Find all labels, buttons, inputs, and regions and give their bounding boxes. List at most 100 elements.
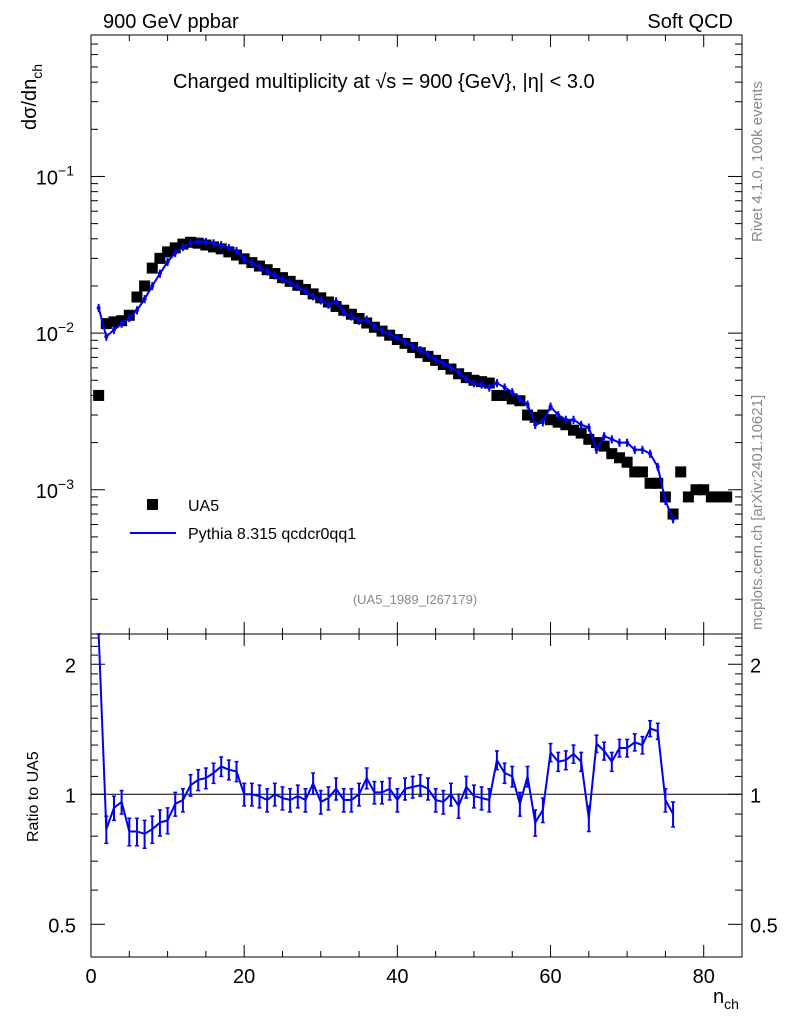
main-data-layer — [93, 236, 733, 524]
mc-point-pythia — [234, 248, 239, 253]
data-point-ua5 — [529, 411, 541, 423]
legend-label-ua5: UA5 — [188, 498, 219, 515]
data-point-ua5 — [598, 440, 610, 452]
mc-point-pythia — [663, 498, 668, 503]
data-point-ua5 — [682, 491, 694, 503]
mc-point-pythia — [395, 336, 400, 341]
mc-point-pythia — [280, 277, 285, 282]
y-tick-label-ratio-right: 0.5 — [750, 915, 778, 937]
mc-point-pythia — [341, 310, 346, 315]
data-point-ua5 — [644, 477, 656, 489]
x-tick-label: 0 — [85, 966, 96, 988]
data-point-ua5 — [675, 466, 687, 478]
y-tick-label-ratio-right: 1 — [750, 785, 761, 807]
mc-point-pythia — [150, 283, 155, 288]
mc-point-pythia — [265, 269, 270, 274]
mc-point-pythia — [157, 271, 162, 276]
mc-point-pythia — [433, 357, 438, 362]
data-point-ua5 — [606, 448, 618, 460]
mc-point-pythia — [448, 365, 453, 370]
data-point-ua5 — [590, 437, 602, 449]
mc-point-pythia — [464, 376, 469, 381]
data-point-ua5 — [713, 491, 725, 503]
data-point-ua5 — [652, 477, 664, 489]
mc-point-pythia — [318, 298, 323, 303]
mc-point-pythia — [625, 440, 630, 445]
data-point-ua5 — [721, 491, 733, 503]
mc-point-pythia — [548, 404, 553, 409]
data-point-ua5 — [93, 389, 105, 401]
y-tick-label-exponent: −1 — [58, 162, 74, 178]
mc-point-pythia — [410, 344, 415, 349]
mcplots-label: mcplots.cern.ch [arXiv:2401.10621] — [749, 395, 766, 630]
mc-point-pythia — [303, 288, 308, 293]
mc-point-pythia — [196, 239, 201, 244]
legend-marker-ua5 — [147, 499, 158, 510]
mc-point-pythia — [96, 305, 101, 310]
mc-point-pythia — [311, 294, 316, 299]
data-point-ua5 — [139, 280, 151, 292]
rivet-version-label: Rivet 4.1.0, 100k events — [749, 81, 766, 242]
mc-point-pythia — [349, 314, 354, 319]
mc-point-pythia — [203, 239, 208, 244]
mc-point-pythia — [226, 245, 231, 250]
mc-point-pythia — [288, 280, 293, 285]
mc-point-pythia — [142, 297, 147, 302]
mc-point-pythia — [648, 451, 653, 456]
data-point-ua5 — [698, 484, 710, 496]
x-tick-label: 80 — [693, 966, 715, 988]
mc-point-pythia — [563, 417, 568, 422]
y-tick-label-main: 10−2 — [36, 319, 74, 346]
mc-point-pythia — [579, 422, 584, 427]
mc-point-pythia — [387, 332, 392, 337]
mc-point-pythia — [173, 250, 178, 255]
mc-point-pythia — [494, 381, 499, 386]
data-point-ua5 — [162, 246, 174, 258]
chart-title-rest: s = 900 {GeV}, |η| < 3.0 — [386, 71, 594, 93]
mc-point-pythia — [272, 273, 277, 278]
data-point-ua5 — [522, 409, 534, 421]
chart-title-sqrt: √ — [375, 71, 386, 93]
data-point-ua5 — [154, 252, 166, 264]
x-tick-label: 20 — [233, 966, 255, 988]
data-point-ua5 — [568, 424, 580, 436]
analysis-id-label: (UA5_1989_I267179) — [353, 592, 477, 607]
mc-point-pythia — [111, 327, 116, 332]
mc-point-pythia — [357, 318, 362, 323]
mc-point-pythia — [295, 284, 300, 289]
mc-point-pythia — [540, 420, 545, 425]
mc-point-pythia — [471, 381, 476, 386]
mc-point-pythia — [525, 402, 530, 407]
data-point-ua5 — [545, 414, 557, 426]
mc-line-pythia — [97, 240, 674, 520]
mc-point-pythia — [617, 440, 622, 445]
ratio-y-axis-label: Ratio to UA5 — [25, 751, 42, 842]
mc-point-pythia — [211, 241, 216, 246]
data-point-ua5 — [690, 484, 702, 496]
y-tick-label-main: 10−3 — [36, 476, 74, 503]
x-tick-label: 40 — [386, 966, 408, 988]
svg-text:dσ/dnch: dσ/dnch — [19, 64, 45, 130]
y-axis-label: dσ/dnch — [19, 64, 45, 130]
main-panel-frame — [90, 34, 743, 635]
y-tick-label-main: 10−1 — [36, 162, 74, 189]
y-tick-label-base: 10 — [36, 324, 58, 346]
data-point-ua5 — [537, 409, 549, 421]
chart-title-prefix: Charged multiplicity at — [173, 71, 375, 93]
mc-point-pythia — [609, 437, 614, 442]
data-point-ua5 — [552, 416, 564, 428]
data-point-ua5 — [629, 466, 641, 478]
mc-point-pythia — [571, 417, 576, 422]
mc-point-pythia — [326, 302, 331, 307]
mc-point-pythia — [219, 243, 224, 248]
mc-point-pythia — [487, 385, 492, 390]
mc-point-pythia — [517, 396, 522, 401]
y-tick-label-exponent: −2 — [58, 319, 74, 335]
data-point-ua5 — [705, 491, 717, 503]
mc-point-pythia — [586, 425, 591, 430]
mc-point-pythia — [372, 324, 377, 329]
mc-point-pythia — [456, 370, 461, 375]
header-right-label: Soft QCD — [647, 11, 733, 33]
legend-label-pythia: Pythia 8.315 qcdcr0qq1 — [188, 526, 356, 543]
